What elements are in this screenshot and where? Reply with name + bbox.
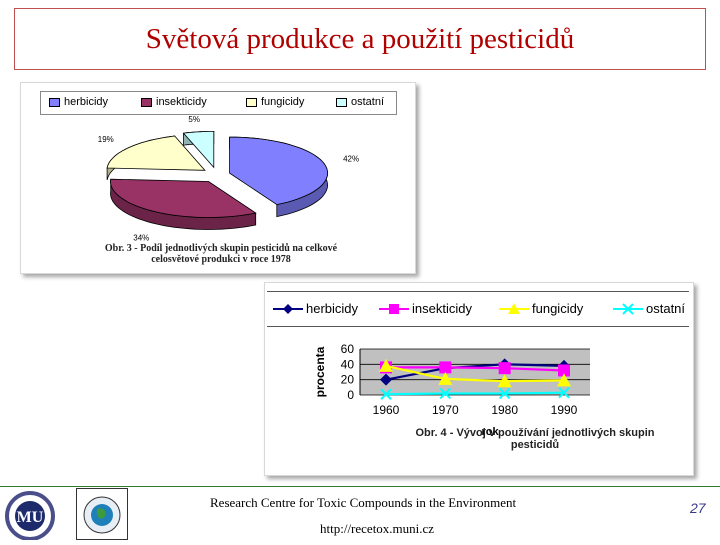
series-line-fungicidy [385, 364, 565, 383]
pie-slice-herbicidy [229, 136, 329, 206]
data-point-fungicidy [438, 371, 453, 385]
footer-organization: Research Centre for Toxic Compounds in t… [210, 495, 517, 510]
pie-legend: herbicidy insekticidy fungicidy ostatní [40, 91, 397, 115]
x-tick-label: 1970 [432, 403, 459, 417]
legend-label-fungicidy-line: fungicidy [532, 301, 584, 316]
y-tick-label: 60 [341, 342, 355, 356]
legend-marker-fungicidy [499, 302, 529, 314]
pie-caption-line1: Obr. 3 - Podíl jednotlivých skupin pesti… [104, 243, 338, 254]
pie-data-label-insekticidy: 34% [133, 233, 149, 242]
pie-data-label-herbicidy: 42% [343, 155, 359, 164]
line-legend: herbicidy insekticidy fungicidy ostatní [267, 291, 689, 327]
series-line-herbicidy [385, 363, 565, 381]
footer-url[interactable]: http://recetox.muni.cz [320, 521, 435, 536]
data-point-fungicidy [497, 374, 512, 388]
logo-letters: MU [17, 509, 44, 526]
page-number: 27 [690, 500, 706, 516]
y-tick-label: 20 [341, 373, 355, 387]
series-line-insekticidy [386, 366, 565, 372]
data-point-fungicidy [557, 373, 571, 387]
pie-data-label-fungicidy: 19% [98, 135, 114, 144]
x-axis-label: rok [481, 426, 499, 438]
line-caption-line2: pesticidů [510, 439, 560, 451]
pie-slice-fungicidy [106, 135, 206, 171]
x-tick-label: 1960 [373, 403, 400, 417]
legend-label-ostatni-line: ostatní [646, 301, 686, 316]
pie-slice-ostatní [182, 131, 215, 169]
masaryk-university-logo: MU [2, 490, 58, 541]
legend-label-herbicidy-line: herbicidy [306, 301, 359, 316]
y-axis-label: procenta [313, 346, 327, 397]
pie-caption-line2: celosvětové produkci v roce 1978 [151, 254, 291, 265]
series-line-ostatní [385, 391, 565, 396]
data-point-insekticidy [498, 362, 511, 375]
legend-label-fungicidy: fungicidy [261, 96, 305, 108]
data-point-ostatní [498, 387, 511, 400]
y-tick-label: 40 [341, 357, 355, 371]
data-point-insekticidy [558, 364, 570, 377]
legend-label-insekticidy-line: insekticidy [412, 301, 472, 316]
legend-label-herbicidy: herbicidy [64, 96, 109, 108]
legend-marker-ostatni [613, 302, 643, 315]
data-point-ostatní [439, 387, 452, 400]
pie-chart-panel: herbicidy insekticidy fungicidy ostatní … [20, 82, 416, 274]
legend-swatch-insekticidy [141, 97, 152, 107]
legend-marker-herbicidy [273, 303, 303, 314]
globe-icon [83, 496, 121, 534]
plot-area [360, 349, 590, 395]
legend-marker-insekticidy [379, 303, 409, 314]
data-point-ostatní [558, 386, 570, 399]
data-point-ostatní [380, 388, 392, 400]
data-point-herbicidy [380, 373, 392, 386]
pie-data-label-ostatní: 5% [188, 115, 200, 124]
line-caption: Obr. 4 - Vývoj v používání jednotlivých … [415, 427, 655, 451]
legend-label-ostatni: ostatní [351, 96, 385, 108]
legend-swatch-herbicidy [49, 97, 60, 107]
x-tick-label: 1990 [551, 403, 578, 417]
recetox-logo [76, 488, 128, 540]
line-chart-panel: herbicidy insekticidy fungicidy ostatní … [264, 282, 694, 476]
legend-swatch-fungicidy [246, 97, 257, 107]
pie-chart: 42% 34% 19% 5% [98, 115, 359, 242]
pie-tops [106, 131, 329, 218]
university-seal-icon: MU [5, 491, 55, 541]
slide-title: Světová produkce a použití pesticidů [145, 22, 575, 55]
data-point-insekticidy [439, 361, 452, 374]
title-box: Světová produkce a použití pesticidů [14, 8, 706, 70]
pie-caption: Obr. 3 - Podíl jednotlivých skupin pesti… [51, 243, 391, 265]
y-tick-label: 0 [347, 388, 354, 402]
legend-swatch-ostatni [336, 97, 347, 107]
pie-slice-insekticidy [110, 178, 257, 218]
data-point-fungicidy [379, 358, 393, 372]
x-tick-label: 1980 [491, 403, 518, 417]
line-caption-line1: Obr. 4 - Vývoj v používání jednotlivých … [415, 427, 655, 439]
legend-label-insekticidy: insekticidy [156, 96, 207, 108]
footer-divider [0, 486, 720, 487]
